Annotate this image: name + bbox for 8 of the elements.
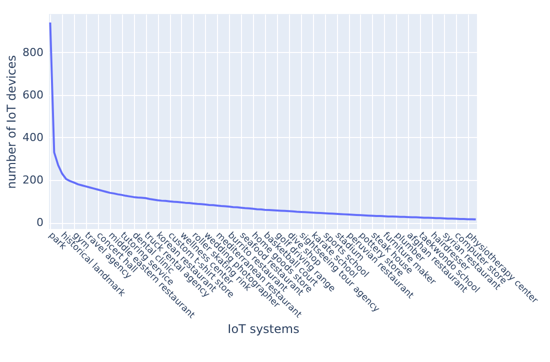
- line-series: [49, 22, 477, 220]
- y-tick-label: 400: [22, 130, 44, 144]
- y-axis-title: number of IoT devices: [4, 55, 19, 189]
- y-tick-label: 0: [36, 216, 44, 230]
- y-tick-label: 200: [22, 174, 44, 187]
- y-tick-label: 800: [22, 46, 44, 59]
- x-axis-title: IoT systems: [228, 322, 300, 336]
- y-tick-label: 600: [22, 88, 44, 102]
